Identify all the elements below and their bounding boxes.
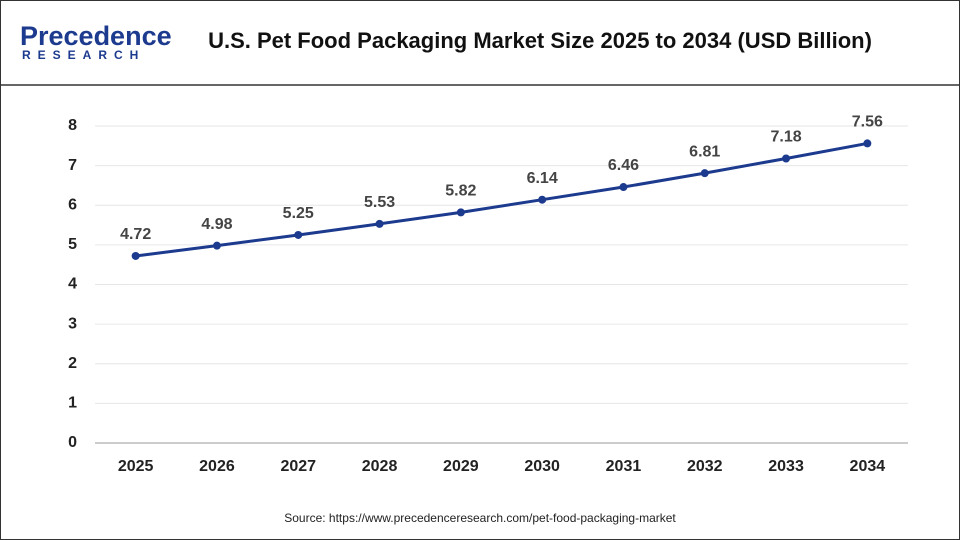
y-tick-label: 1 (68, 395, 77, 412)
data-label: 7.56 (852, 114, 883, 131)
data-label: 5.25 (283, 205, 314, 222)
point (131, 251, 140, 260)
point (700, 169, 709, 178)
x-tick-label: 2031 (606, 458, 642, 475)
series-line (135, 141, 868, 258)
data-label: 6.81 (689, 143, 720, 160)
x-tick-label: 2034 (850, 458, 886, 475)
point (782, 154, 791, 163)
x-tick-label: 2027 (280, 458, 316, 475)
data-label: 5.82 (445, 183, 476, 200)
y-tick-label: 2 (68, 355, 77, 372)
x-tick-label: 2025 (118, 458, 154, 475)
logo-sub: RESEARCH (22, 48, 145, 62)
point (619, 183, 628, 192)
data-label: 6.46 (608, 157, 639, 174)
y-tick-label: 5 (68, 236, 77, 253)
point (863, 139, 872, 148)
x-tick-label: 2028 (362, 458, 398, 475)
y-tick-label: 8 (68, 117, 77, 134)
data-label: 6.14 (527, 170, 558, 187)
y-tick-label: 7 (68, 157, 77, 174)
data-label: 4.98 (201, 216, 232, 233)
data-label: 7.18 (770, 129, 801, 146)
x-tick-label: 2029 (443, 458, 479, 475)
data-label: 4.72 (120, 226, 151, 243)
x-tick-label: 2026 (199, 458, 235, 475)
x-tick-label: 2032 (687, 458, 723, 475)
point (456, 208, 465, 217)
point (375, 219, 384, 228)
chart-title: U.S. Pet Food Packaging Market Size 2025… (208, 28, 872, 53)
y-tick-label: 4 (68, 276, 77, 293)
y-tick-label: 0 (68, 434, 77, 451)
point (294, 230, 303, 239)
point (212, 241, 221, 250)
logo-name: Precedence (20, 21, 172, 51)
source: Source: https://www.precedenceresearch.c… (284, 511, 676, 525)
y-tick-label: 3 (68, 315, 77, 332)
x-tick-label: 2030 (524, 458, 560, 475)
y-tick-label: 6 (68, 196, 77, 213)
data-label: 5.53 (364, 194, 395, 211)
point (538, 195, 547, 204)
x-tick-label: 2033 (768, 458, 804, 475)
